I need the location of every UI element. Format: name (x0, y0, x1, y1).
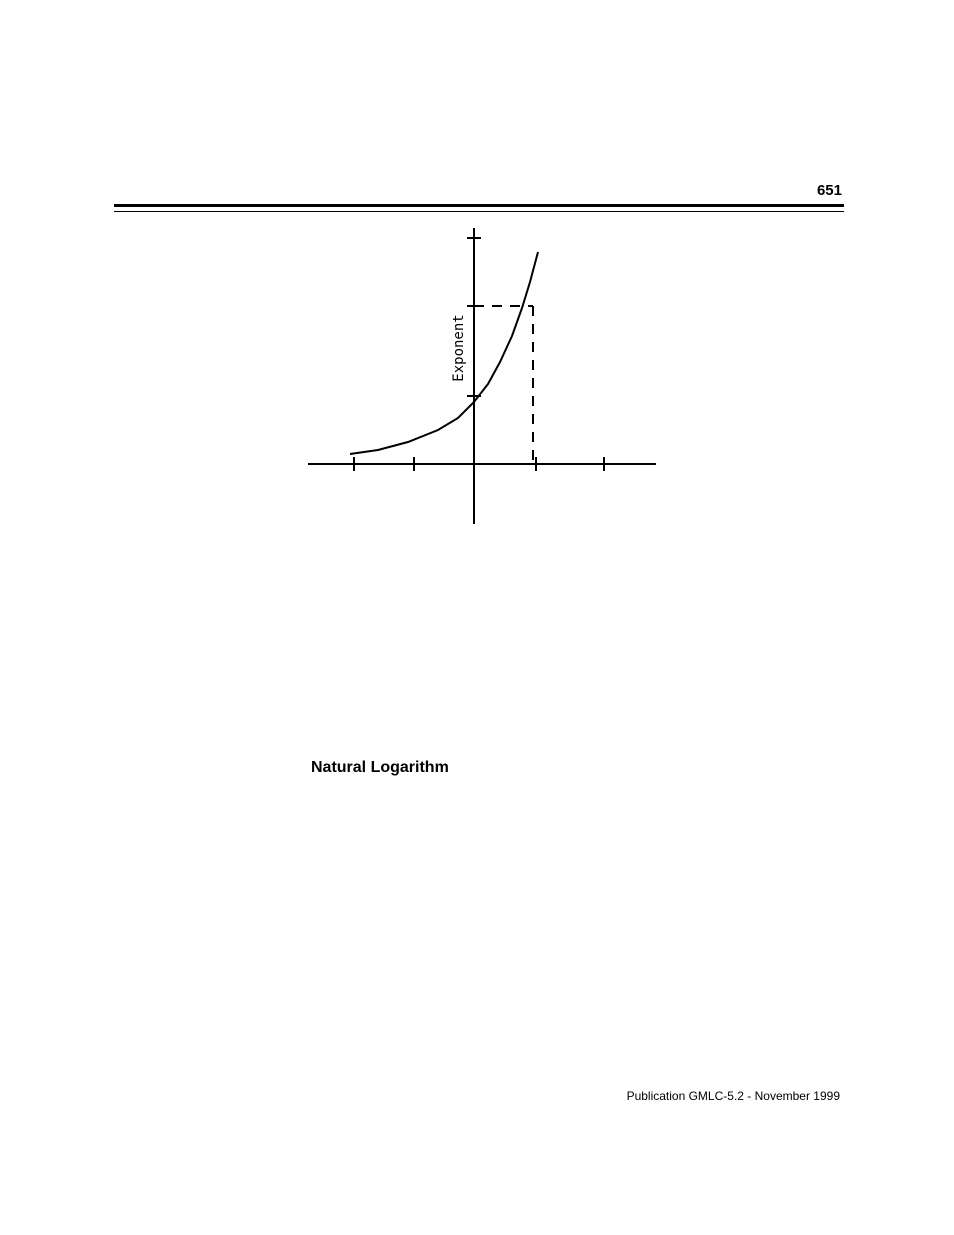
page-number: 651 (817, 182, 842, 199)
exponent-chart-svg: Exponent (308, 228, 656, 524)
rule-thin (114, 211, 844, 212)
section-heading: Natural Logarithm (311, 759, 449, 777)
svg-text:Exponent: Exponent (451, 314, 467, 381)
exponent-chart: Exponent (308, 228, 656, 524)
rule-thick (114, 204, 844, 207)
publication-footer: Publication GMLC-5.2 - November 1999 (627, 1089, 840, 1103)
